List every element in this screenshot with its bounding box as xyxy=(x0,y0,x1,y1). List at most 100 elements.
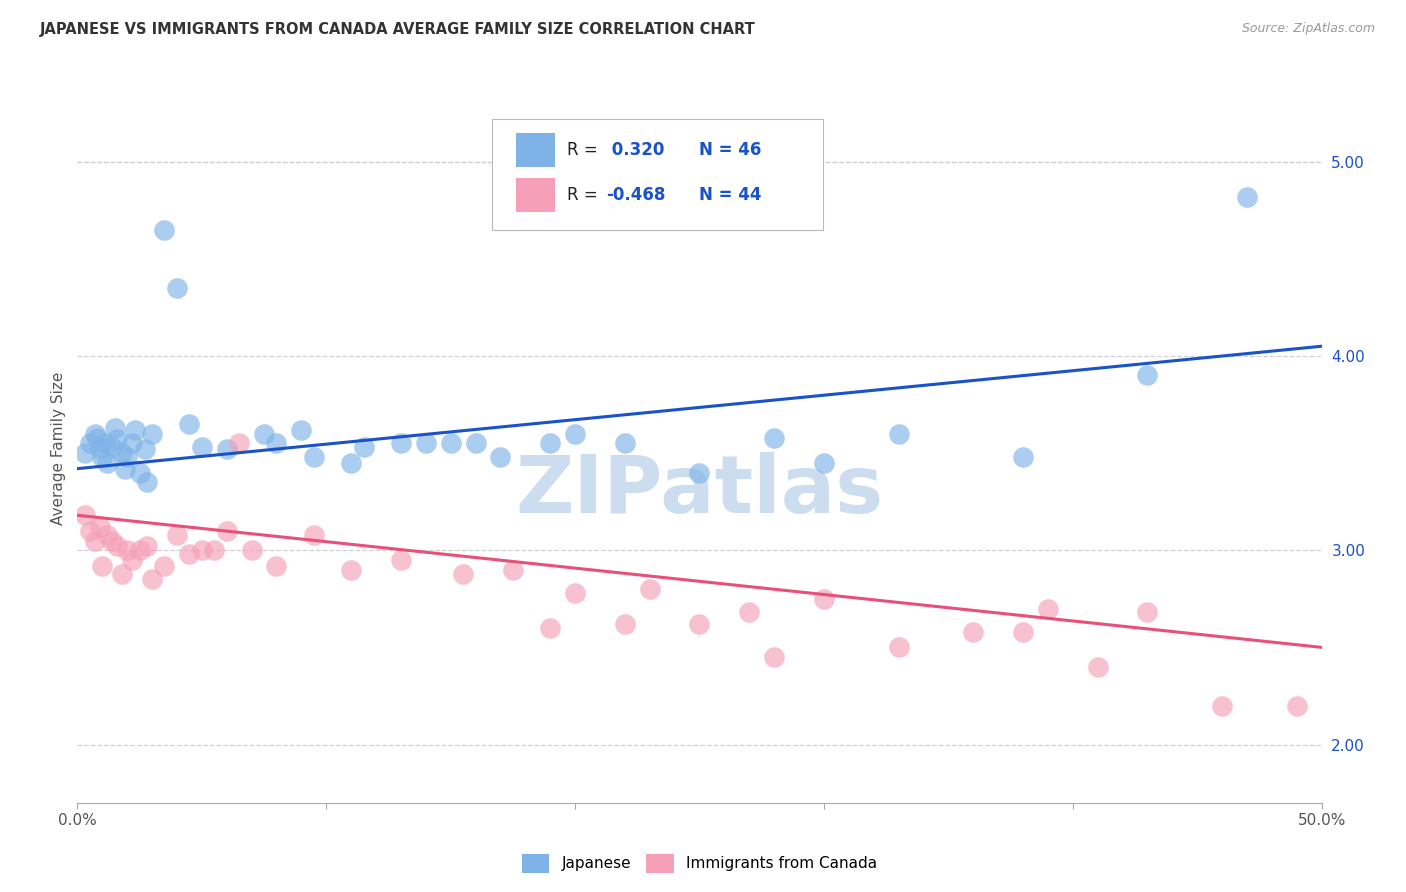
Point xyxy=(1012,624,1035,639)
Y-axis label: Average Family Size: Average Family Size xyxy=(51,372,66,524)
Point xyxy=(83,533,105,548)
Text: R =: R = xyxy=(567,186,603,204)
Point xyxy=(813,591,835,606)
Point xyxy=(1136,368,1159,383)
Point xyxy=(83,426,105,441)
Point xyxy=(134,442,156,457)
Point xyxy=(538,436,561,450)
Point xyxy=(340,563,363,577)
Point xyxy=(415,436,437,450)
Point xyxy=(763,650,786,665)
Point xyxy=(228,436,250,450)
Point xyxy=(613,617,636,632)
Point xyxy=(564,586,586,600)
Point xyxy=(389,553,412,567)
Point xyxy=(101,440,124,454)
Point xyxy=(215,442,238,457)
Point xyxy=(179,547,201,561)
Text: N = 46: N = 46 xyxy=(699,141,761,160)
Point xyxy=(464,436,486,450)
Point xyxy=(887,426,910,441)
Point xyxy=(124,423,146,437)
Point xyxy=(141,573,163,587)
Point xyxy=(489,450,512,464)
Point xyxy=(105,539,128,553)
Point xyxy=(253,426,276,441)
Point xyxy=(502,563,524,577)
Point xyxy=(389,436,412,450)
Point xyxy=(290,423,312,437)
Point xyxy=(89,442,111,457)
Point xyxy=(962,624,984,639)
Point xyxy=(141,426,163,441)
Point xyxy=(1236,189,1258,203)
Point xyxy=(114,461,136,475)
Point xyxy=(813,456,835,470)
Point xyxy=(128,543,150,558)
Point xyxy=(638,582,661,596)
Point xyxy=(1136,606,1159,620)
Point xyxy=(1285,698,1308,713)
Text: N = 44: N = 44 xyxy=(699,186,761,204)
Point xyxy=(104,421,127,435)
Point xyxy=(121,436,143,450)
Point xyxy=(353,440,375,454)
Text: JAPANESE VS IMMIGRANTS FROM CANADA AVERAGE FAMILY SIZE CORRELATION CHART: JAPANESE VS IMMIGRANTS FROM CANADA AVERA… xyxy=(39,22,755,37)
Point xyxy=(121,553,143,567)
Point xyxy=(86,431,108,445)
Legend: Japanese, Immigrants from Canada: Japanese, Immigrants from Canada xyxy=(515,847,884,880)
Point xyxy=(96,527,118,541)
Point xyxy=(105,433,128,447)
Point xyxy=(1087,660,1109,674)
Point xyxy=(340,456,363,470)
Point xyxy=(166,527,188,541)
Point xyxy=(153,222,176,236)
Point xyxy=(302,527,325,541)
Point xyxy=(613,436,636,450)
Point xyxy=(91,450,114,464)
Point xyxy=(266,558,288,573)
Point xyxy=(1012,450,1035,464)
Point xyxy=(738,606,761,620)
Text: 0.320: 0.320 xyxy=(606,141,665,160)
Point xyxy=(115,450,138,464)
Point xyxy=(266,436,288,450)
Point xyxy=(564,426,586,441)
Point xyxy=(111,446,134,460)
Point xyxy=(202,543,225,558)
Point xyxy=(538,621,561,635)
Point xyxy=(115,543,138,558)
Point xyxy=(93,436,115,450)
Point xyxy=(763,431,786,445)
Point xyxy=(240,543,263,558)
Point xyxy=(79,436,101,450)
Point xyxy=(689,617,711,632)
Point xyxy=(91,558,114,573)
Point xyxy=(451,566,474,581)
Point xyxy=(887,640,910,655)
Point xyxy=(111,566,134,581)
Point xyxy=(153,558,176,573)
Text: ZIPatlas: ZIPatlas xyxy=(516,451,883,530)
Point xyxy=(79,524,101,538)
Point xyxy=(215,524,238,538)
Point xyxy=(136,539,159,553)
Point xyxy=(101,533,124,548)
Text: -0.468: -0.468 xyxy=(606,186,665,204)
Point xyxy=(440,436,463,450)
Text: R =: R = xyxy=(567,141,603,160)
Point xyxy=(73,446,96,460)
Point xyxy=(89,520,111,534)
Point xyxy=(179,417,201,431)
Point xyxy=(191,440,214,454)
Text: Source: ZipAtlas.com: Source: ZipAtlas.com xyxy=(1241,22,1375,36)
Point xyxy=(1036,601,1059,615)
Point xyxy=(1211,698,1233,713)
Point xyxy=(128,466,150,480)
Point xyxy=(191,543,214,558)
Point xyxy=(166,281,188,295)
Point xyxy=(136,475,159,490)
Point xyxy=(73,508,96,523)
Point xyxy=(302,450,325,464)
Point xyxy=(96,456,118,470)
